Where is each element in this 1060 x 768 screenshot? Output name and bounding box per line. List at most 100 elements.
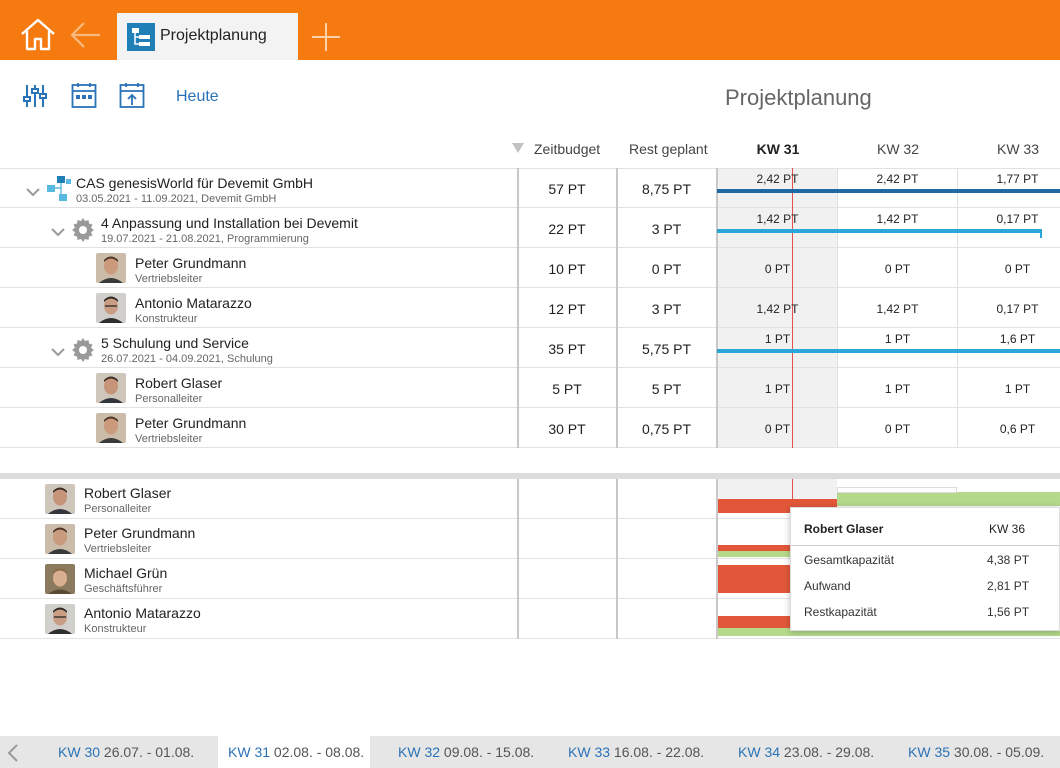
task-gantt-bar[interactable] xyxy=(717,349,1060,353)
week-value: 0 PT xyxy=(764,422,791,436)
chevron-down-icon[interactable] xyxy=(26,187,40,197)
chevron-down-icon[interactable] xyxy=(51,347,65,357)
tab-label: Projektplanung xyxy=(160,27,267,44)
week-range: 02.08. - 08.08. xyxy=(273,744,365,760)
row-title: Peter Grundmann xyxy=(135,255,247,271)
table-row[interactable] xyxy=(0,368,1060,408)
week-navigation: KW 30 26.07. - 01.08. KW 31 02.08. - 08.… xyxy=(0,736,1060,768)
capacity-bar-over[interactable] xyxy=(718,545,790,551)
avatar xyxy=(96,413,126,443)
zeitbudget-value: 35 PT xyxy=(548,341,586,357)
week-value: 1,42 PT xyxy=(756,302,799,316)
gear-icon xyxy=(72,218,94,242)
tooltip-value: 2,81 PT xyxy=(987,579,1030,593)
row-title: CAS genesisWorld für Devemit GmbH xyxy=(76,175,314,191)
zeitbudget-value: 22 PT xyxy=(548,221,586,237)
week-value: 1 PT xyxy=(1004,382,1031,396)
export-icon[interactable] xyxy=(119,82,145,110)
project-structure-icon xyxy=(127,23,155,51)
chevron-left-icon[interactable] xyxy=(6,744,20,762)
today-line xyxy=(792,479,793,499)
row-title: Antonio Matarazzo xyxy=(135,295,252,311)
resource-name: Robert Glaser xyxy=(84,485,172,501)
table-row[interactable] xyxy=(0,408,1060,448)
week-tab-kw35[interactable]: KW 35 30.08. - 05.09. xyxy=(898,736,1060,768)
current-week-shade xyxy=(718,479,837,499)
project-gantt-bar[interactable] xyxy=(717,189,1060,193)
week-range: 16.08. - 22.08. xyxy=(613,744,705,760)
week-number: KW 31 xyxy=(228,744,271,760)
week-tab-kw34[interactable]: KW 34 23.08. - 29.08. xyxy=(728,736,898,768)
column-header-rest-geplant[interactable]: Rest geplant xyxy=(629,141,708,157)
table-row[interactable] xyxy=(0,168,1060,208)
column-divider xyxy=(616,168,618,448)
week-range: 23.08. - 29.08. xyxy=(783,744,875,760)
column-divider xyxy=(517,168,519,448)
column-header-zeitbudget[interactable]: Zeitbudget xyxy=(534,141,601,157)
row-title: Peter Grundmann xyxy=(135,415,247,431)
row-subtitle: Vertriebsleiter xyxy=(135,433,203,445)
settings-sliders-icon[interactable] xyxy=(22,82,48,110)
week-value: 1,42 PT xyxy=(756,212,799,226)
current-week-shade xyxy=(718,168,837,448)
pane-splitter[interactable] xyxy=(0,473,1060,479)
project-icon xyxy=(47,176,71,201)
resource-row[interactable] xyxy=(0,479,1060,519)
tooltip-value: 1,56 PT xyxy=(987,605,1030,619)
task-gantt-bar[interactable] xyxy=(717,229,1042,233)
avatar xyxy=(96,373,126,403)
today-line xyxy=(792,168,793,448)
sort-down-icon[interactable] xyxy=(512,143,524,153)
today-link[interactable]: Heute xyxy=(176,88,219,105)
column-divider xyxy=(837,168,838,448)
calendar-week-icon[interactable] xyxy=(71,82,97,110)
week-tab-kw31[interactable]: KW 31 02.08. - 08.08. xyxy=(218,736,370,768)
table-row[interactable] xyxy=(0,208,1060,248)
capacity-bar-ok[interactable] xyxy=(837,492,1060,506)
resource-name: Peter Grundmann xyxy=(84,525,196,541)
resource-row[interactable] xyxy=(0,599,1060,639)
zeitbudget-value: 10 PT xyxy=(548,261,586,277)
chevron-down-icon[interactable] xyxy=(51,227,65,237)
table-row[interactable] xyxy=(0,248,1060,288)
column-header-week-1: KW 31 xyxy=(756,141,800,157)
column-divider xyxy=(957,168,958,448)
week-value: 0 PT xyxy=(764,262,791,276)
capacity-bar-over[interactable] xyxy=(718,565,790,593)
resource-row[interactable] xyxy=(0,559,1060,599)
week-value: 0,17 PT xyxy=(996,302,1039,316)
rest-geplant-value: 5 PT xyxy=(651,381,682,397)
week-tab-kw32[interactable]: KW 32 09.08. - 15.08. xyxy=(388,736,558,768)
week-number: KW 32 xyxy=(398,744,441,760)
capacity-bar-ok[interactable] xyxy=(718,551,790,557)
row-subtitle: 19.07.2021 - 21.08.2021, Programmierung xyxy=(101,233,309,245)
tab-projektplanung[interactable]: Projektplanung xyxy=(117,13,298,60)
week-value: 1,6 PT xyxy=(999,332,1036,346)
capacity-bar-ok[interactable] xyxy=(718,628,1060,636)
row-subtitle: Vertriebsleiter xyxy=(135,273,203,285)
row-title: 4 Anpassung und Installation bei Devemit xyxy=(101,215,358,231)
tooltip-label: Aufwand xyxy=(804,579,851,593)
week-tab-kw30[interactable]: KW 30 26.07. - 01.08. xyxy=(48,736,218,768)
zeitbudget-value: 57 PT xyxy=(548,181,586,197)
new-tab-plus-icon[interactable] xyxy=(311,22,341,52)
week-range: 09.08. - 15.08. xyxy=(443,744,535,760)
capacity-bar-over[interactable] xyxy=(718,616,790,628)
avatar xyxy=(45,564,75,594)
table-row[interactable] xyxy=(0,328,1060,368)
home-icon[interactable] xyxy=(18,16,58,52)
week-tab-kw33[interactable]: KW 33 16.08. - 22.08. xyxy=(558,736,728,768)
resource-row[interactable] xyxy=(0,519,1060,559)
gear-icon xyxy=(72,338,94,362)
avatar xyxy=(45,524,75,554)
week-number: KW 35 xyxy=(908,744,951,760)
zeitbudget-value: 5 PT xyxy=(552,381,582,397)
week-value: 1,42 PT xyxy=(876,302,919,316)
capacity-bar-free xyxy=(837,487,957,493)
week-value: 2,42 PT xyxy=(756,172,799,186)
week-range: 30.08. - 05.09. xyxy=(953,744,1045,760)
avatar xyxy=(45,484,75,514)
table-row[interactable] xyxy=(0,288,1060,328)
back-arrow-icon[interactable] xyxy=(68,20,102,50)
week-value: 0,6 PT xyxy=(999,422,1036,436)
